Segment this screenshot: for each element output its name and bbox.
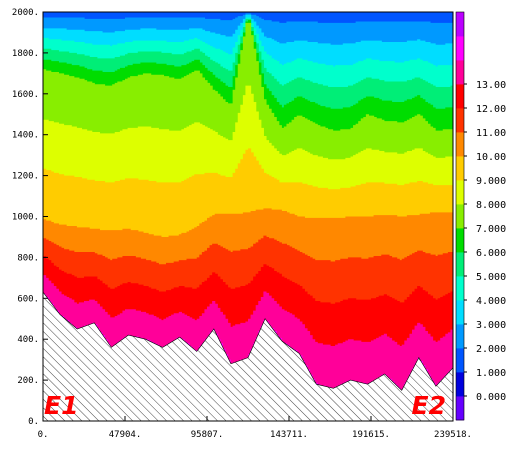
colorbar-tick-label: 10.00 — [476, 152, 506, 163]
colorbar-swatch — [456, 204, 464, 229]
y-tick-label: 0. — [28, 417, 39, 427]
colorbar-swatch — [456, 180, 464, 205]
colorbar-tick-label: 13.00 — [476, 80, 506, 91]
y-tick-label: 600. — [17, 294, 39, 304]
colorbar-swatch — [456, 84, 464, 109]
colorbar-swatch — [456, 300, 464, 325]
colorbar-swatch — [456, 252, 464, 277]
endpoint-label-right: E2 — [412, 391, 446, 420]
colorbar-swatch — [456, 348, 464, 373]
contour-band — [43, 256, 453, 347]
colorbar-swatch — [456, 396, 464, 421]
colorbar-tick-label: 9.000 — [476, 176, 506, 187]
colorbar-swatch — [456, 108, 464, 133]
contour-band — [43, 14, 453, 68]
colorbar-tick-label: 6.000 — [476, 248, 506, 259]
contour-band — [43, 85, 453, 190]
colorbar-swatch — [456, 12, 464, 37]
colorbar-tick-label: 12.00 — [476, 104, 506, 115]
x-tick-label: 95807. — [191, 430, 224, 440]
colorbar-tick-label: 11.00 — [476, 128, 506, 139]
contour-band — [43, 22, 453, 160]
x-tick-label: 239518. — [434, 430, 472, 440]
contour-band — [43, 208, 453, 265]
colorbar: 0.000 1.000 2.000 3.000 4.000 5.000 6.000 7.000… — [455, 11, 506, 421]
colorbar-swatch — [456, 228, 464, 253]
contour-band — [43, 18, 453, 110]
y-axis: 0. 200. 400. 600. 800. 1000. 1200. 1400. 1600. 18… — [12, 8, 48, 427]
y-tick-label: 1000. — [12, 213, 39, 223]
contour-band — [43, 148, 453, 238]
x-tick-label: 143711. — [270, 430, 308, 440]
x-tick-label: 47904. — [109, 430, 142, 440]
colorbar-tick-label: 8.000 — [476, 200, 506, 211]
colorbar-tick-label: 7.000 — [476, 224, 506, 235]
contour-band — [43, 12, 453, 24]
contour-band — [43, 20, 453, 132]
contour-band — [43, 13, 453, 46]
colorbar-swatch — [456, 372, 464, 397]
colorbar-tick-label: 1.000 — [476, 368, 506, 379]
y-tick-label: 800. — [17, 253, 39, 263]
colorbar-swatch — [456, 36, 464, 61]
contour-band — [43, 235, 453, 305]
colorbar-tick-label: 0.000 — [476, 392, 506, 403]
plot-area — [43, 12, 453, 421]
y-tick-label: 1600. — [12, 90, 39, 100]
y-tick-label: 200. — [17, 376, 39, 386]
colorbar-frame — [455, 11, 465, 421]
colorbar-tick-label: 2.000 — [476, 344, 506, 355]
y-tick-label: 2000. — [12, 8, 39, 18]
colorbar-swatch — [456, 60, 464, 85]
x-tick-label: 191615. — [352, 430, 390, 440]
colorbar-tick-label: 4.000 — [476, 296, 506, 307]
colorbar-swatch — [456, 132, 464, 157]
y-tick-label: 400. — [17, 335, 39, 345]
y-tick-label: 1800. — [12, 49, 39, 59]
contour-band — [43, 275, 453, 391]
colorbar-swatch — [456, 324, 464, 349]
colorbar-swatch — [456, 156, 464, 181]
colorbar-tick-label: 3.000 — [476, 320, 506, 331]
y-tick-label: 1200. — [12, 172, 39, 182]
y-tick-label: 1400. — [12, 131, 39, 141]
colorbar-swatch — [456, 276, 464, 301]
endpoint-label-left: E1 — [44, 391, 78, 420]
colorbar-tick-label: 5.000 — [476, 272, 506, 283]
x-tick-label: 0. — [38, 430, 49, 440]
seafloor-hatch — [43, 291, 453, 421]
contour-band — [43, 17, 453, 88]
x-axis: 0. 47904. 95807. 143711. 191615. 239518. — [38, 416, 472, 440]
